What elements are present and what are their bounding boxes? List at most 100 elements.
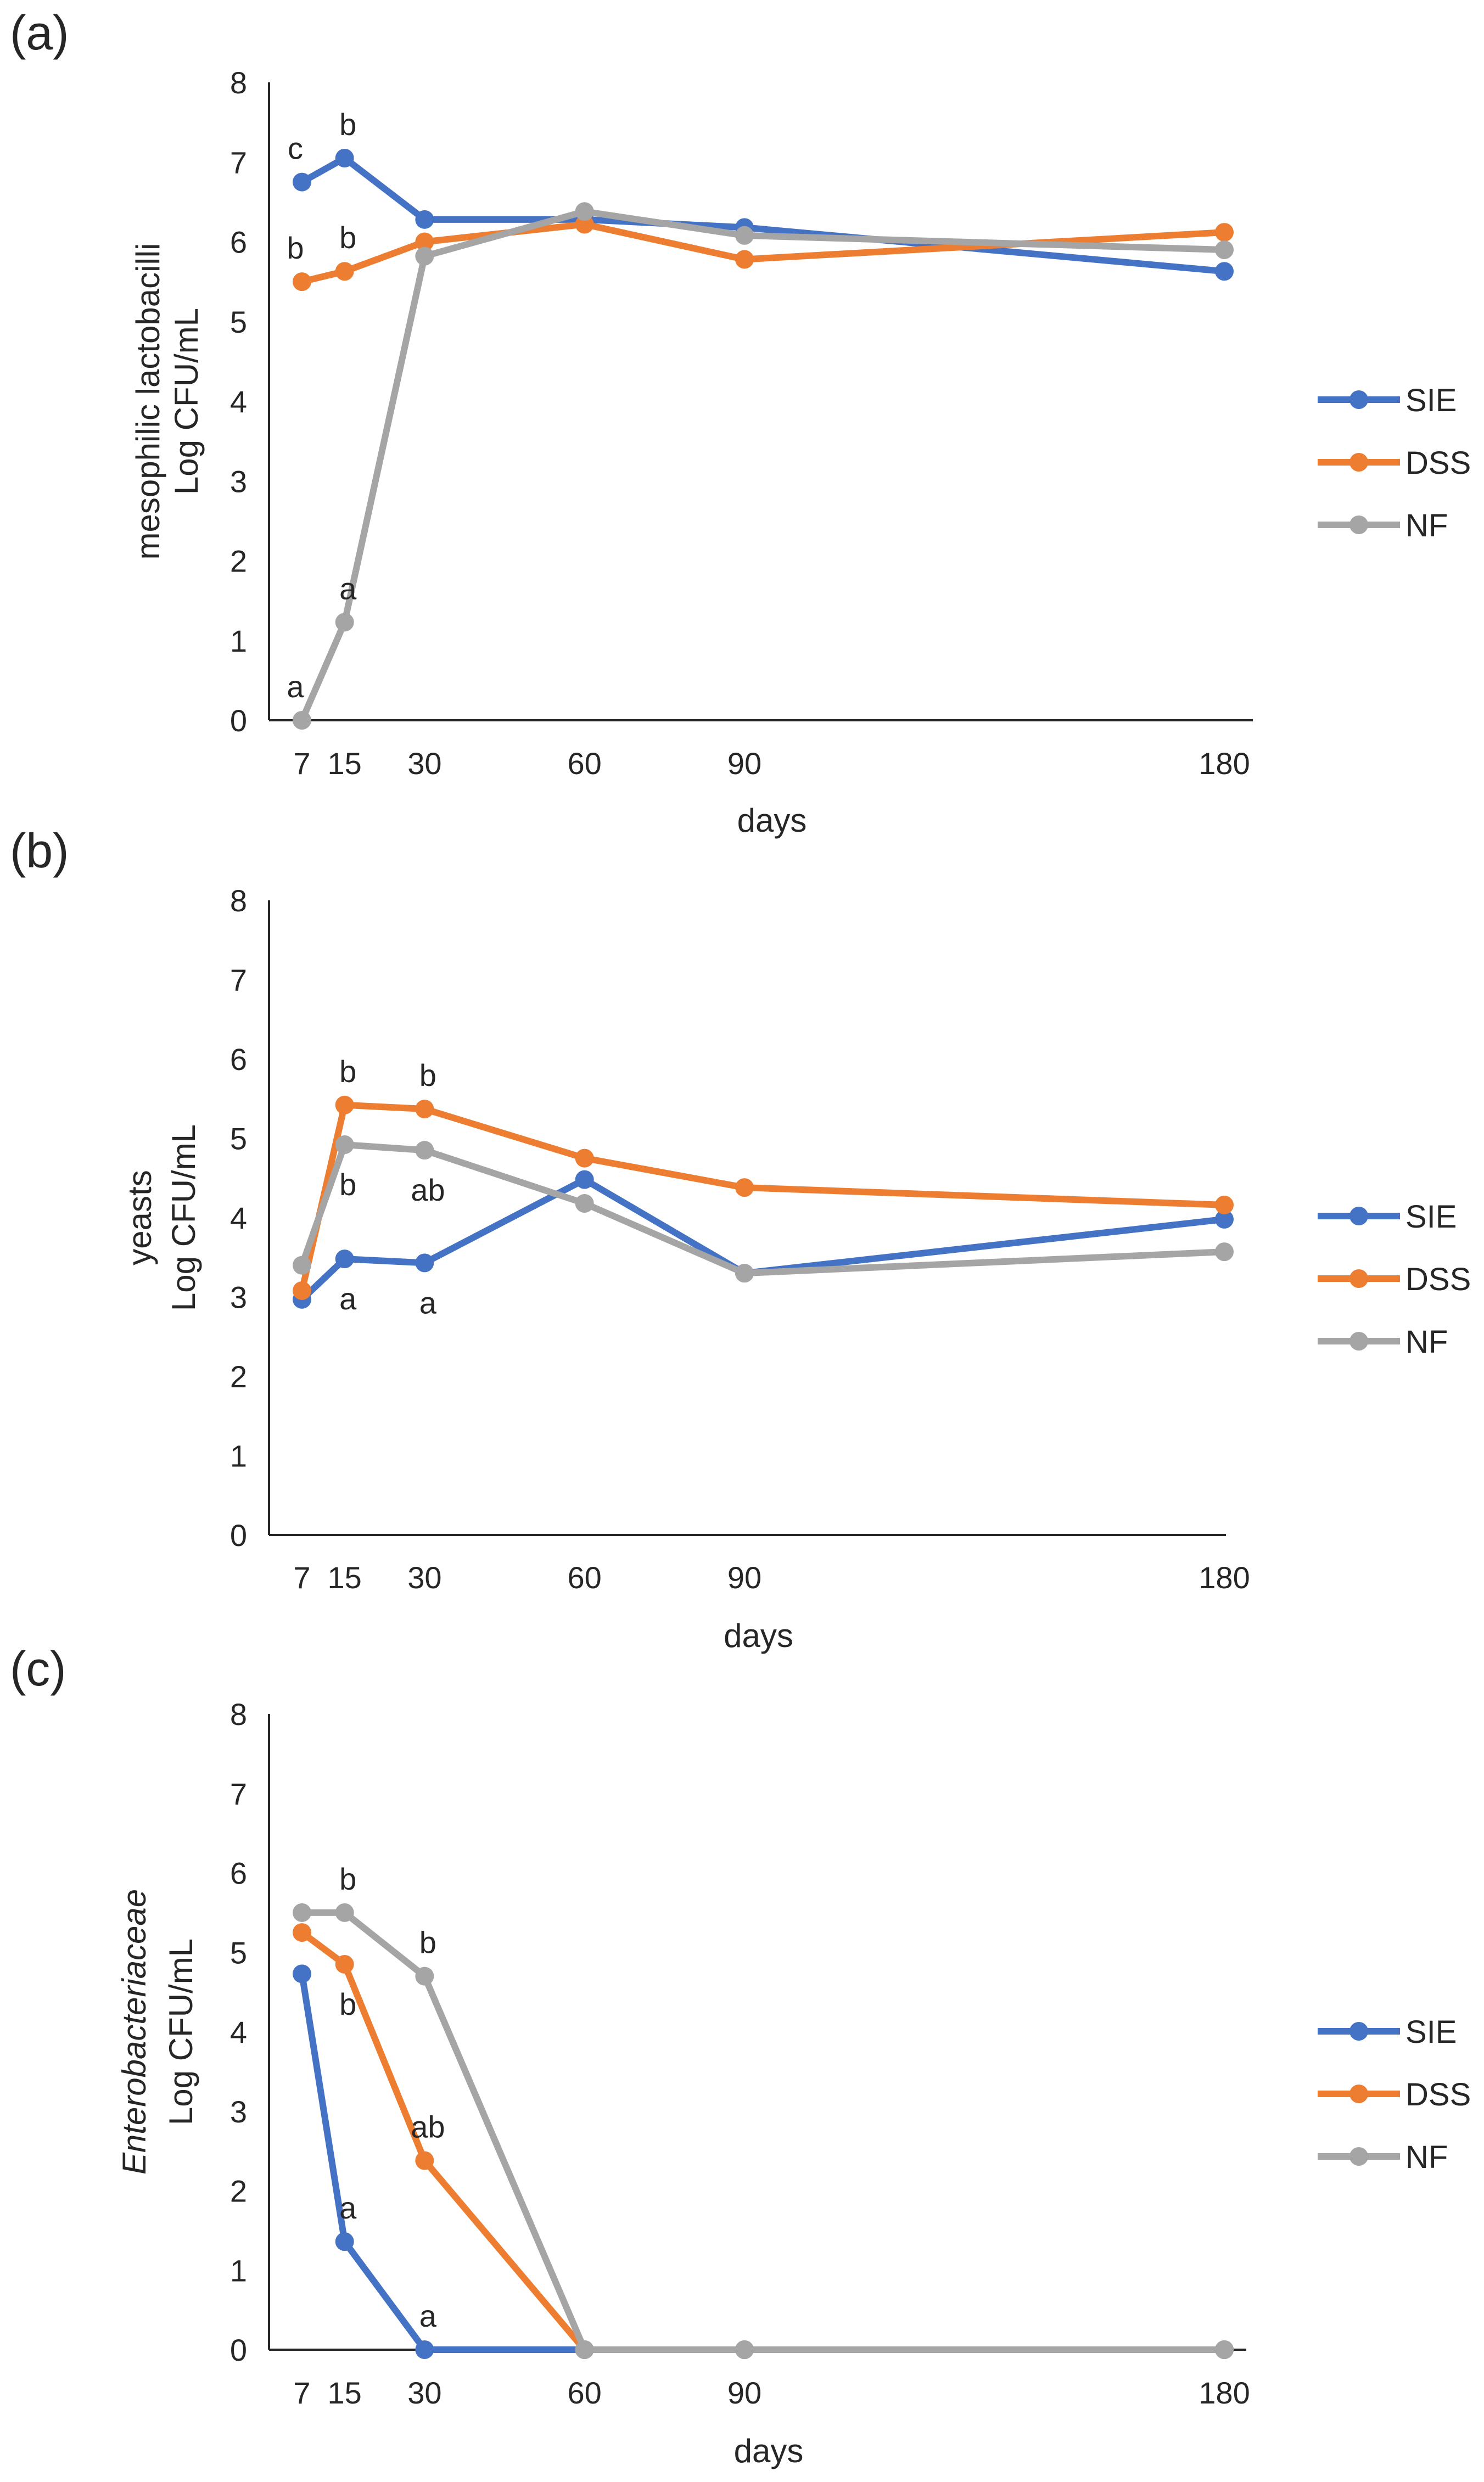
data-point-nf [335,613,354,632]
y-tick-label: 2 [230,1359,247,1394]
data-point-nf [735,1264,754,1283]
y-tick-label: 8 [230,1697,247,1732]
y-axis-title-line2: Log CFU/mL [168,308,205,495]
data-point-sie [293,172,311,192]
legend-marker [1349,2085,1368,2103]
y-tick-label: 0 [230,703,247,738]
series-line-dss [299,1101,1225,1292]
legend-item-nf: NF [1318,508,1448,544]
y-tick-label: 3 [230,2094,247,2129]
y-tick-label: 7 [230,1777,247,1811]
data-point-dss [335,262,354,281]
legend-label: DSS [1405,1262,1471,1297]
significance-letter: a [339,2190,357,2225]
data-point-nf [575,1194,594,1213]
significance-letter: b [339,1987,356,2021]
y-axis-title-line2: Log CFU/mL [165,1124,202,1311]
data-point-sie [575,1170,594,1189]
x-tick-label: 7 [293,1560,310,1595]
legend-label: SIE [1405,2014,1457,2050]
significance-letter: b [339,1054,356,1089]
x-tick-label: 90 [727,1560,761,1595]
legend-marker [1349,1207,1368,1225]
x-tick-label: 15 [328,1560,362,1595]
significance-letter: ab [411,2109,445,2144]
panel-label: (c) [10,1641,66,1696]
x-axis-title: days [724,1617,793,1654]
significance-letter: a [339,571,357,606]
data-point-nf [735,226,754,245]
x-tick-label: 180 [1199,2375,1250,2410]
legend-item-sie: SIE [1318,383,1457,418]
data-point-sie [1215,262,1234,281]
data-point-nf [415,1966,434,1986]
legend-marker [1349,390,1368,409]
x-tick-label: 15 [328,2375,362,2410]
data-point-dss [1215,1195,1234,1214]
panel-label: (a) [10,5,69,60]
data-point-nf [293,1256,311,1275]
legend-label: DSS [1405,445,1471,481]
data-point-nf [575,2340,594,2359]
data-point-dss [735,1178,754,1197]
significance-letter: a [339,1281,357,1316]
y-tick-label: 6 [230,225,247,260]
data-point-dss [1215,223,1234,242]
data-point-dss [575,215,594,234]
x-tick-label: 60 [568,2375,602,2410]
legend-marker [1349,1332,1368,1351]
data-point-dss [293,1281,311,1300]
significance-letter: b [339,107,356,142]
legend-marker [1349,2022,1368,2041]
legend-marker [1349,453,1368,472]
legend-label: NF [1405,508,1448,544]
y-tick-label: 6 [230,1042,247,1077]
data-point-sie [335,1250,354,1269]
significance-letter: a [419,2299,437,2333]
data-point-nf [335,1903,354,1922]
data-point-nf [415,246,434,266]
data-point-sie [1215,1209,1234,1229]
data-point-sie [293,1964,311,1984]
legend-item-sie: SIE [1318,2014,1457,2050]
data-point-dss [415,1100,434,1119]
legend-item-sie: SIE [1318,1199,1457,1235]
significance-letter: b [287,231,304,265]
chart-panel-a: (a) 0 1 2 3 4 5 6 7 8 7 15 30 60 90 180 days mesophilic l… [10,5,1471,839]
y-tick-label: 1 [230,1439,247,1473]
y-axis-title-line1: Enterobacteriaceae [116,1889,153,2175]
chart-panel-b: (b) 0 1 2 3 4 5 6 7 8 7 15 30 60 90 180 days yeasts Log CF… [10,823,1471,1654]
legend-item-nf: NF [1318,2139,1448,2175]
y-tick-label: 0 [230,1518,247,1553]
legend-item-dss: DSS [1318,445,1471,481]
series-line-sie [299,1176,1225,1302]
data-point-dss [735,250,754,269]
data-point-nf [1215,1242,1234,1262]
data-point-dss [575,1148,594,1168]
x-tick-label: 15 [328,746,362,781]
data-point-sie [335,2232,354,2251]
data-point-dss [293,1923,311,1942]
significance-letter: c [288,131,303,166]
legend-item-dss: DSS [1318,2077,1471,2113]
data-point-dss [293,272,311,292]
data-point-nf [335,1135,354,1155]
data-point-sie [415,1253,434,1273]
series-dss [293,1095,1234,1300]
x-tick-label: 30 [407,2375,441,2410]
y-tick-label: 1 [230,624,247,658]
data-point-nf [293,711,311,730]
panel-label: (b) [10,823,69,878]
significance-letter: b [339,220,356,255]
data-point-sie [415,2340,434,2359]
y-tick-label: 2 [230,544,247,579]
significance-letter: b [419,1058,436,1092]
y-tick-label: 8 [230,65,247,100]
significance-letter: b [419,1925,436,1960]
legend-item-nf: NF [1318,1324,1448,1360]
y-tick-label: 5 [230,305,247,339]
chart-panel-c: (c) 0 1 2 3 4 5 6 7 8 7 15 30 60 90 180 days Enterobacter… [10,1641,1471,2469]
y-tick-label: 0 [230,2333,247,2367]
y-tick-label: 7 [230,145,247,180]
